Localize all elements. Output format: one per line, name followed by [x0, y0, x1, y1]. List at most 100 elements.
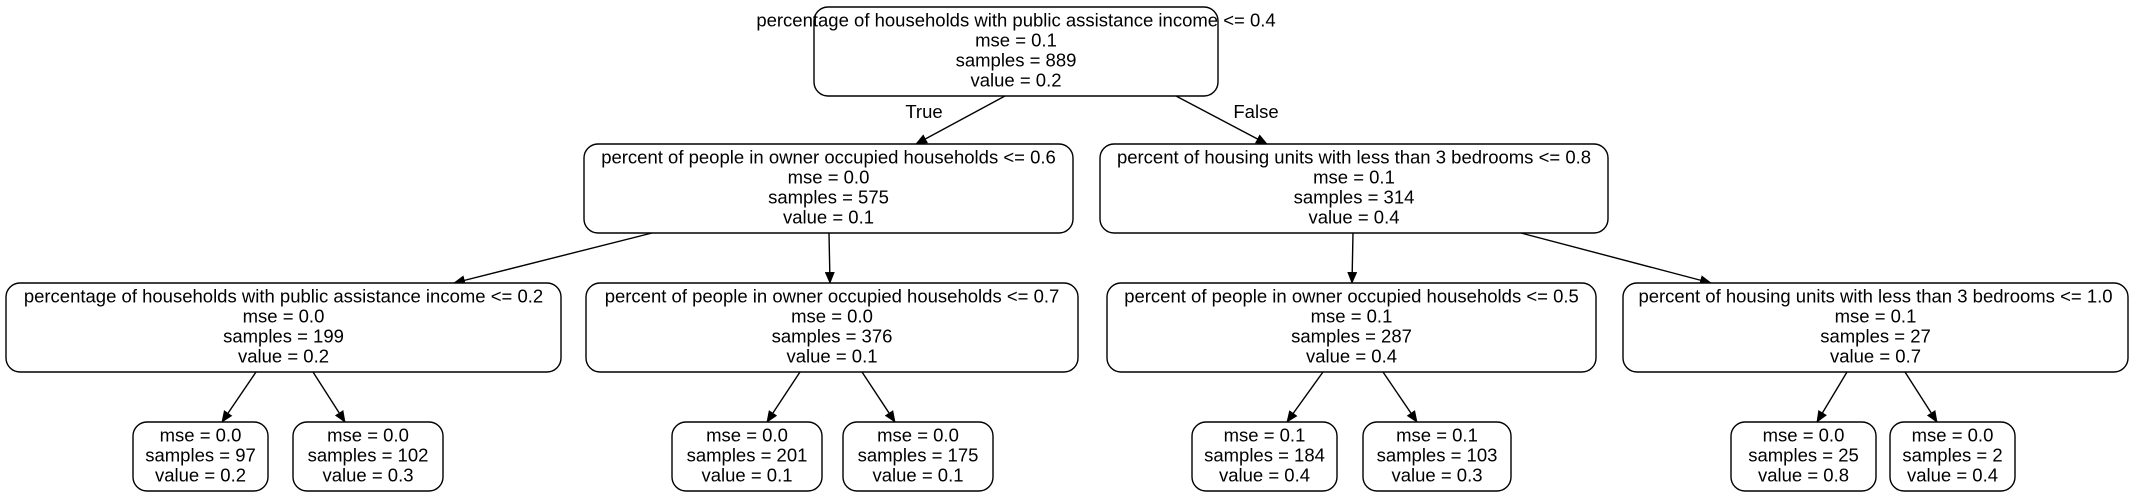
node-box: [1362, 421, 1512, 492]
node-stat-line: samples = 103: [1377, 445, 1498, 466]
node-stat-line: mse = 0.0: [706, 425, 788, 446]
edge-arrow-n6-n14: [1904, 371, 1938, 423]
node-stat-line: value = 0.2: [970, 70, 1061, 91]
node-stat-line: samples = 25: [1748, 445, 1859, 466]
node-stat-line: value = 0.4: [1907, 465, 1998, 486]
node-stat-line: mse = 0.0: [877, 425, 959, 446]
node-stat-line: value = 0.1: [786, 346, 877, 367]
node-stat-line: value = 0.1: [872, 465, 963, 486]
node-stat-line: mse = 0.1: [1311, 306, 1393, 327]
node-stat-line: mse = 0.0: [1763, 425, 1845, 446]
edge-arrow-n3-n7: [221, 371, 257, 423]
node-box: [1191, 421, 1338, 492]
edge-arrow-n1-n4: [824, 232, 835, 284]
node-stat-line: samples = 575: [768, 187, 889, 208]
edge-arrow-n3-n8: [312, 371, 346, 423]
node-box: [5, 282, 562, 373]
edge-arrow-n4-n9: [766, 371, 801, 423]
node-stat-line: samples = 314: [1294, 187, 1415, 208]
node-stat-line: mse = 0.1: [1835, 306, 1917, 327]
edge-arrow-n6-n13: [1816, 371, 1848, 423]
node-box: [1106, 282, 1597, 373]
node-stat-line: value = 0.2: [238, 346, 329, 367]
node-stat-line: mse = 0.0: [788, 167, 870, 188]
node-stat-line: samples = 102: [308, 445, 429, 466]
node-stat-line: samples = 2: [1902, 445, 2002, 466]
node-split-condition: percent of housing units with less than …: [1638, 286, 2112, 307]
node-stat-line: samples = 199: [223, 326, 344, 347]
tree-node-n2: percent of housing units with less than …: [1099, 143, 1609, 234]
node-box: [1730, 421, 1877, 492]
node-box: [583, 143, 1074, 234]
node-box: [842, 421, 994, 492]
node-stat-line: mse = 0.0: [791, 306, 873, 327]
node-stat-line: samples = 889: [956, 50, 1077, 71]
node-stat-line: mse = 0.0: [327, 425, 409, 446]
tree-node-n1: percent of people in owner occupied hous…: [583, 143, 1074, 234]
node-stat-line: mse = 0.1: [1396, 425, 1478, 446]
edges-layer: True False: [221, 95, 1938, 423]
node-box: [1622, 282, 2129, 373]
node-stat-line: value = 0.4: [1308, 207, 1399, 228]
node-stat-line: value = 0.1: [701, 465, 792, 486]
node-stat-line: mse = 0.0: [160, 425, 242, 446]
node-stat-line: value = 0.1: [783, 207, 874, 228]
node-stat-line: mse = 0.1: [975, 30, 1057, 51]
node-box: [813, 6, 1219, 97]
node-box: [132, 421, 269, 492]
node-stat-line: samples = 27: [1820, 326, 1931, 347]
node-box: [1099, 143, 1609, 234]
tree-node-n4: percent of people in owner occupied hous…: [585, 282, 1079, 373]
edge-label-true: True: [905, 101, 942, 122]
node-split-condition: percent of people in owner occupied hous…: [605, 286, 1060, 307]
tree-node-n6: percent of housing units with less than …: [1622, 282, 2129, 373]
node-split-condition: percentage of households with public ass…: [756, 10, 1275, 31]
node-split-condition: percentage of households with public ass…: [24, 286, 543, 307]
edge-arrow-n2-n6: [1520, 232, 1712, 286]
node-stat-line: value = 0.3: [1391, 465, 1482, 486]
node-stat-line: samples = 201: [687, 445, 808, 466]
node-stat-line: value = 0.4: [1219, 465, 1310, 486]
node-stat-line: value = 0.7: [1830, 346, 1921, 367]
node-box: [585, 282, 1079, 373]
node-box: [292, 421, 444, 492]
edge-arrow-n2-n5: [1347, 232, 1358, 284]
node-stat-line: samples = 97: [145, 445, 256, 466]
node-split-condition: percent of people in owner occupied hous…: [1124, 286, 1579, 307]
tree-node-n0: percentage of households with public ass…: [756, 6, 1276, 97]
node-box: [671, 421, 823, 492]
node-stat-line: mse = 0.1: [1224, 425, 1306, 446]
edge-arrow-n1-n3: [453, 232, 653, 286]
node-stat-line: samples = 175: [858, 445, 979, 466]
node-stat-line: samples = 376: [772, 326, 893, 347]
node-stat-line: value = 0.3: [322, 465, 413, 486]
edge-arrow-n5-n11: [1286, 371, 1324, 423]
nodes-layer: percentage of households with public ass…: [5, 6, 2129, 492]
node-stat-line: value = 0.8: [1758, 465, 1849, 486]
tree-node-n3: percentage of households with public ass…: [5, 282, 562, 373]
edge-arrow-n5-n12: [1382, 371, 1418, 423]
edge-label-false: False: [1233, 101, 1278, 122]
node-split-condition: percent of people in owner occupied hous…: [601, 147, 1056, 168]
edge-arrow-n0-n2: [1175, 95, 1268, 145]
node-box: [1889, 421, 2016, 492]
node-stat-line: samples = 287: [1291, 326, 1412, 347]
node-stat-line: value = 0.4: [1306, 346, 1397, 367]
edge-arrow-n4-n10: [861, 371, 896, 423]
node-stat-line: mse = 0.0: [1912, 425, 1994, 446]
node-stat-line: value = 0.2: [155, 465, 246, 486]
node-stat-line: mse = 0.0: [243, 306, 325, 327]
node-split-condition: percent of housing units with less than …: [1117, 147, 1591, 168]
node-stat-line: mse = 0.1: [1313, 167, 1395, 188]
edge-arrow-n0-n1: [915, 95, 1006, 145]
node-stat-line: samples = 184: [1204, 445, 1325, 466]
